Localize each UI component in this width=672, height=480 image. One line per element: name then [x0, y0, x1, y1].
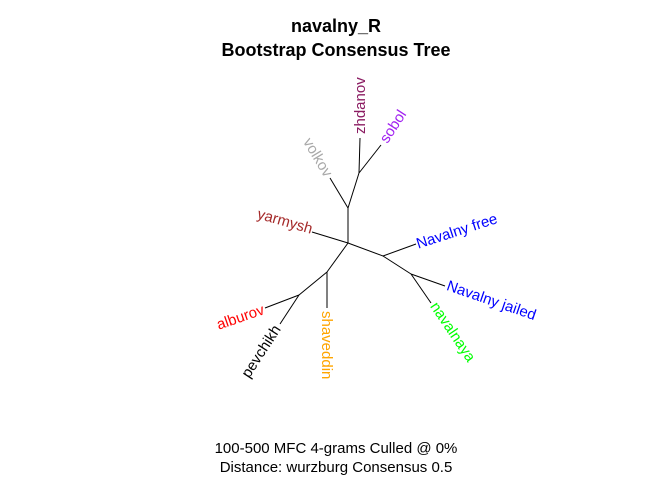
branch-right-lower [382, 255, 412, 275]
leaf-label-navalny-jailed: Navalny jailed [444, 277, 538, 323]
branch-yarmysh [311, 231, 349, 244]
leaf-label-sobol: sobol [376, 107, 410, 146]
branch-sobol [358, 144, 382, 174]
leaf-label-navalnaya: navalnaya [426, 299, 479, 366]
branch-alburov [264, 294, 300, 309]
leaf-label-navalny-free: Navalny free [414, 210, 499, 252]
footer-line-2: Distance: wurzburg Consensus 0.5 [219, 459, 453, 476]
leaf-label-pevchikh: pevchikh [238, 322, 285, 381]
branch-navalnaya [410, 273, 432, 304]
leaf-labels: zhdanov sobol volkov yarmysh Navalny fre… [215, 77, 539, 381]
tree-branches [264, 137, 446, 325]
branch-zhdanov [358, 137, 361, 174]
branch-center-left [326, 242, 349, 273]
footer-line-1: 100-500 MFC 4-grams Culled @ 0% [214, 440, 458, 457]
plot-subtitle: Bootstrap Consensus Tree [221, 40, 451, 60]
branch-navalny-free [382, 243, 417, 257]
branch-top-split [347, 172, 360, 209]
leaf-label-zhdanov: zhdanov [352, 77, 369, 134]
branch-navalny-jailed [410, 273, 446, 287]
branch-center-right [347, 242, 384, 257]
branch-pevchikh [279, 294, 300, 325]
leaf-label-yarmysh: yarmysh [255, 206, 314, 238]
branch-volkov [329, 177, 349, 209]
leaf-label-volkov: volkov [299, 135, 336, 181]
leaf-label-shaveddin: shaveddin [318, 311, 335, 379]
plot-title: navalny_R [290, 16, 382, 36]
leaf-label-alburov: alburov [215, 301, 268, 333]
branch-left-lower [298, 271, 328, 296]
